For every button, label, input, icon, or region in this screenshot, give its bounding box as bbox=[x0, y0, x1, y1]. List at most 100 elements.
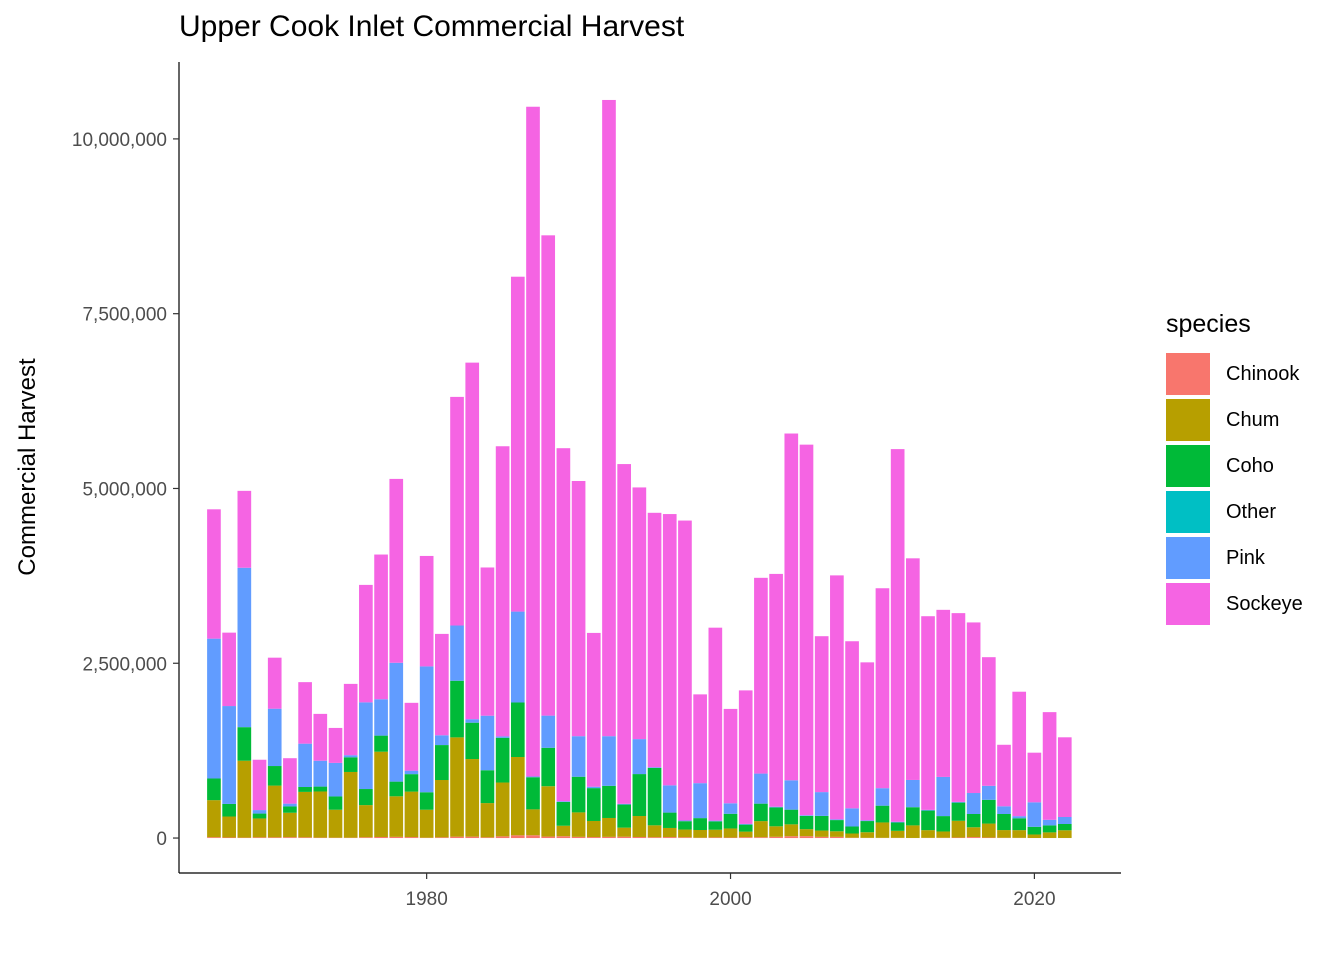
bar-segment-chum-1994 bbox=[632, 816, 647, 837]
bar-segment-pink-1966 bbox=[207, 638, 221, 779]
bar-segment-coho-1981 bbox=[435, 745, 449, 781]
bar-segment-sockeye-1992 bbox=[602, 99, 616, 737]
y-tick-label: 2,500,000 bbox=[82, 654, 167, 675]
bar-segment-pink-1988 bbox=[541, 715, 556, 748]
legend-item-sockeye: Sockeye bbox=[1166, 581, 1303, 627]
bar-segment-pink-1998 bbox=[693, 783, 707, 819]
bar-segment-chinook-1976 bbox=[359, 837, 373, 839]
bar-segment-pink-2017 bbox=[981, 785, 996, 800]
bar-segment-coho-2007 bbox=[830, 820, 844, 832]
bar-segment-sockeye-2005 bbox=[799, 444, 814, 816]
bar-segment-chum-1996 bbox=[662, 827, 677, 838]
bar-segment-coho-1999 bbox=[708, 821, 723, 830]
legend-item-pink: Pink bbox=[1166, 535, 1303, 581]
bar-segment-chum-2017 bbox=[981, 823, 996, 838]
bar-segment-chinook-1972 bbox=[298, 837, 312, 839]
bar-segment-coho-1966 bbox=[207, 778, 221, 801]
bar-layer bbox=[207, 99, 1072, 839]
x-axis-ticks: 1980 2000 2020 bbox=[406, 873, 1056, 910]
y-tick-label: 7,500,000 bbox=[82, 305, 167, 326]
bar-segment-pink-1980 bbox=[419, 666, 434, 793]
bar-segment-chinook-1988 bbox=[541, 836, 556, 839]
bar-segment-chinook-1966 bbox=[207, 837, 221, 839]
bar-segment-coho-2012 bbox=[906, 807, 920, 826]
bar-segment-sockeye-1967 bbox=[222, 632, 236, 707]
bar-segment-chinook-1985 bbox=[495, 836, 510, 839]
bar-segment-pink-2014 bbox=[936, 776, 951, 817]
bar-segment-coho-2000 bbox=[723, 813, 738, 829]
bar-segment-chum-2019 bbox=[1012, 830, 1027, 838]
bar-segment-coho-1973 bbox=[313, 786, 328, 792]
bar-segment-chinook-1986 bbox=[510, 835, 525, 839]
bar-segment-sockeye-1977 bbox=[374, 554, 388, 700]
legend-label-sockeye: Sockeye bbox=[1226, 592, 1303, 615]
legend-key-pink bbox=[1166, 537, 1210, 579]
legend-key-sockeye bbox=[1166, 583, 1210, 625]
bar-segment-sockeye-1999 bbox=[708, 627, 723, 821]
bar-segment-sockeye-1978 bbox=[389, 478, 404, 663]
bar-segment-coho-2001 bbox=[738, 824, 753, 832]
bar-segment-pink-1971 bbox=[283, 803, 297, 807]
bar-segment-sockeye-2012 bbox=[906, 558, 920, 780]
bar-segment-coho-1982 bbox=[450, 680, 464, 738]
bar-segment-coho-1974 bbox=[328, 796, 343, 810]
bar-segment-coho-2010 bbox=[875, 805, 890, 823]
bar-segment-chinook-1990 bbox=[571, 836, 586, 839]
bar-segment-chum-1975 bbox=[343, 771, 358, 838]
legend-item-chinook: Chinook bbox=[1166, 351, 1303, 397]
bar-segment-chum-1969 bbox=[252, 818, 267, 838]
bar-segment-coho-2022 bbox=[1057, 823, 1072, 831]
bar-segment-chinook-1991 bbox=[586, 837, 601, 839]
legend-label-chum: Chum bbox=[1226, 408, 1280, 431]
legend-label-other: Other bbox=[1226, 500, 1277, 523]
y-tick-label: 10,000,000 bbox=[72, 130, 167, 151]
x-tick-label: 2020 bbox=[1013, 889, 1055, 910]
bar-segment-chinook-2003 bbox=[769, 836, 783, 839]
bar-segment-sockeye-1986 bbox=[510, 276, 525, 612]
bar-segment-coho-2009 bbox=[860, 821, 875, 833]
bar-segment-sockeye-1971 bbox=[283, 758, 297, 804]
bar-segment-chum-1967 bbox=[222, 816, 236, 838]
bar-segment-sockeye-2009 bbox=[860, 662, 875, 821]
bar-segment-coho-2019 bbox=[1012, 818, 1027, 831]
bar-segment-chum-1980 bbox=[419, 809, 434, 838]
bar-segment-chum-2001 bbox=[738, 831, 753, 838]
bar-segment-chinook-1982 bbox=[450, 836, 464, 839]
bar-segment-pink-1990 bbox=[571, 736, 586, 777]
bar-segment-pink-1977 bbox=[374, 699, 388, 736]
bar-segment-chinook-1984 bbox=[480, 837, 495, 839]
bar-segment-pink-1978 bbox=[389, 662, 404, 782]
bar-segment-sockeye-1990 bbox=[571, 480, 586, 737]
bar-segment-chum-1973 bbox=[313, 791, 328, 838]
bar-segment-sockeye-1995 bbox=[647, 512, 662, 768]
bar-segment-pink-2016 bbox=[966, 793, 981, 814]
bar-segment-chinook-2007 bbox=[830, 836, 844, 839]
bar-segment-chinook-1981 bbox=[435, 837, 449, 839]
y-tick-label: 0 bbox=[156, 829, 167, 850]
bar-segment-chum-2007 bbox=[830, 831, 844, 837]
bar-segment-pink-2012 bbox=[906, 779, 920, 808]
bar-segment-pink-1992 bbox=[602, 736, 616, 786]
bar-segment-sockeye-1993 bbox=[617, 464, 631, 804]
bar-segment-coho-1991 bbox=[586, 788, 601, 821]
bar-segment-chum-1981 bbox=[435, 780, 449, 838]
bar-segment-chum-2015 bbox=[951, 820, 966, 838]
bar-segment-pink-2000 bbox=[723, 803, 738, 814]
bar-segment-coho-2015 bbox=[951, 802, 966, 821]
bar-segment-sockeye-1968 bbox=[237, 490, 252, 568]
bar-segment-coho-2021 bbox=[1042, 825, 1057, 833]
bar-segment-sockeye-1966 bbox=[207, 509, 221, 639]
bar-segment-chum-2010 bbox=[875, 822, 890, 838]
bar-segment-chum-2021 bbox=[1042, 832, 1057, 838]
legend: species Chinook Chum Coho Other Pink Soc… bbox=[1166, 310, 1303, 627]
bar-segment-sockeye-2004 bbox=[784, 433, 799, 781]
bar-segment-coho-1970 bbox=[267, 766, 282, 786]
bar-segment-chinook-2004 bbox=[784, 836, 799, 839]
bar-segment-chum-1979 bbox=[404, 791, 419, 838]
bar-segment-chum-2004 bbox=[784, 824, 799, 837]
legend-label-chinook: Chinook bbox=[1226, 362, 1300, 385]
bar-segment-pink-1967 bbox=[222, 706, 236, 804]
bar-segment-chum-1997 bbox=[678, 829, 692, 838]
bar-segment-sockeye-2010 bbox=[875, 588, 890, 789]
